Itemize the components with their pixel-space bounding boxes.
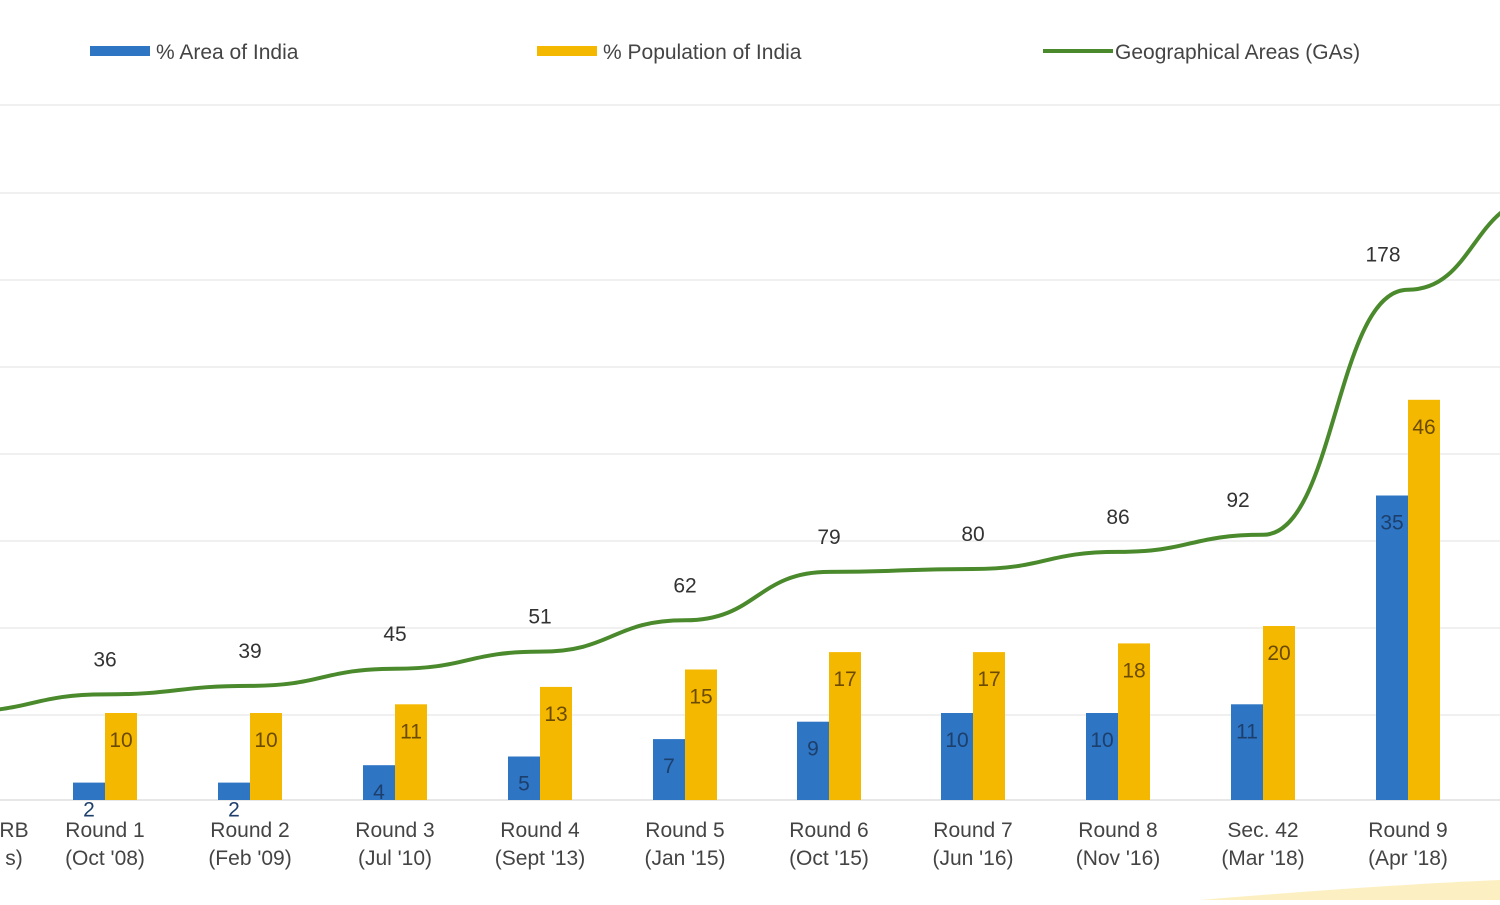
bar-0-1 — [73, 782, 105, 800]
ga-label-2: 39 — [238, 640, 261, 663]
category-label-1-0: Round 1 — [65, 819, 144, 842]
bar-1-1 — [105, 713, 137, 800]
bar-label-0-4: 5 — [518, 773, 530, 796]
bar-1-5 — [685, 669, 717, 800]
category-label-8-0: Round 8 — [1078, 819, 1157, 842]
bar-0-8 — [1086, 713, 1118, 800]
legend-swatch-0 — [90, 46, 150, 56]
bar-label-0-10: 35 — [1380, 512, 1403, 535]
bar-label-1-7: 17 — [977, 668, 1000, 691]
bar-1-3 — [395, 704, 427, 800]
bar-label-0-1: 2 — [83, 799, 95, 822]
bar-label-0-9: 11 — [1236, 720, 1258, 743]
ga-label-3: 45 — [383, 623, 406, 646]
ga-label-5: 62 — [673, 574, 696, 597]
bar-0-9 — [1231, 704, 1263, 800]
bar-0-7 — [941, 713, 973, 800]
bar-1-8 — [1118, 643, 1150, 800]
bar-1-4 — [540, 686, 572, 800]
bar-label-0-2: 2 — [228, 799, 240, 822]
bar-label-1-2: 10 — [254, 729, 277, 752]
category-label-4-1: (Sept '13) — [495, 847, 585, 870]
bar-0-5 — [653, 739, 685, 800]
bar-label-1-3: 11 — [400, 720, 422, 743]
category-label-3-1: (Jul '10) — [358, 847, 432, 870]
bar-0-3 — [363, 765, 395, 800]
decorative-curve — [1200, 880, 1500, 900]
bar-0-6 — [797, 721, 829, 800]
bar-label-1-10: 46 — [1412, 416, 1435, 439]
bar-1-2 — [250, 713, 282, 800]
category-label-7-1: (Jun '16) — [932, 847, 1013, 870]
bar-label-0-5: 7 — [663, 755, 675, 778]
ga-line — [0, 211, 1500, 712]
bar-label-0-6: 9 — [807, 738, 819, 761]
ga-label-6: 79 — [817, 526, 840, 549]
category-label-2-1: (Feb '09) — [208, 847, 291, 870]
bar-label-1-6: 17 — [833, 668, 856, 691]
bar-label-1-8: 18 — [1122, 659, 1145, 682]
category-label-2-0: Round 2 — [210, 819, 289, 842]
category-label-5-0: Round 5 — [645, 819, 724, 842]
category-label-10-0: Round 9 — [1368, 819, 1447, 842]
category-label-9-1: (Mar '18) — [1221, 847, 1304, 870]
category-label-6-1: (Oct '15) — [789, 847, 869, 870]
ga-label-4: 51 — [528, 606, 551, 629]
category-label-4-0: Round 4 — [500, 819, 580, 842]
category-label-5-1: (Jan '15) — [644, 847, 725, 870]
bar-label-1-1: 10 — [109, 729, 132, 752]
legend-label-2: Geographical Areas (GAs) — [1115, 41, 1360, 64]
bar-1-10 — [1408, 399, 1440, 800]
bar-1-7 — [973, 652, 1005, 800]
bar-label-0-3: 4 — [373, 781, 385, 804]
category-label-3-0: Round 3 — [355, 819, 434, 842]
ga-label-7: 80 — [961, 523, 984, 546]
ga-label-9: 92 — [1226, 489, 1249, 512]
category-label-6-0: Round 6 — [789, 819, 868, 842]
ga-label-10: 178 — [1365, 244, 1400, 267]
legend-label-0: % Area of India — [156, 41, 299, 64]
bar-0-10 — [1376, 495, 1408, 800]
bar-0-2 — [218, 782, 250, 800]
ga-label-1: 36 — [93, 648, 116, 671]
legend-swatch-1 — [537, 46, 597, 56]
bar-label-0-7: 10 — [945, 729, 968, 752]
category-label-8-1: (Nov '16) — [1076, 847, 1161, 870]
bar-0-4 — [508, 756, 540, 800]
bar-label-0-8: 10 — [1090, 729, 1113, 752]
ga-label-8: 86 — [1106, 506, 1129, 529]
legend-label-1: % Population of India — [603, 41, 802, 64]
category-label-0-1: s) — [5, 847, 23, 870]
bar-label-1-4: 13 — [544, 703, 567, 726]
category-label-1-1: (Oct '08) — [65, 847, 145, 870]
category-label-0-0: RB — [0, 819, 29, 842]
bar-label-1-5: 15 — [689, 686, 712, 709]
category-label-9-0: Sec. 42 — [1227, 819, 1298, 842]
bar-label-1-9: 20 — [1267, 642, 1290, 665]
category-label-7-0: Round 7 — [933, 819, 1012, 842]
bar-1-6 — [829, 652, 861, 800]
bar-1-9 — [1263, 626, 1295, 800]
category-label-10-1: (Apr '18) — [1368, 847, 1448, 870]
